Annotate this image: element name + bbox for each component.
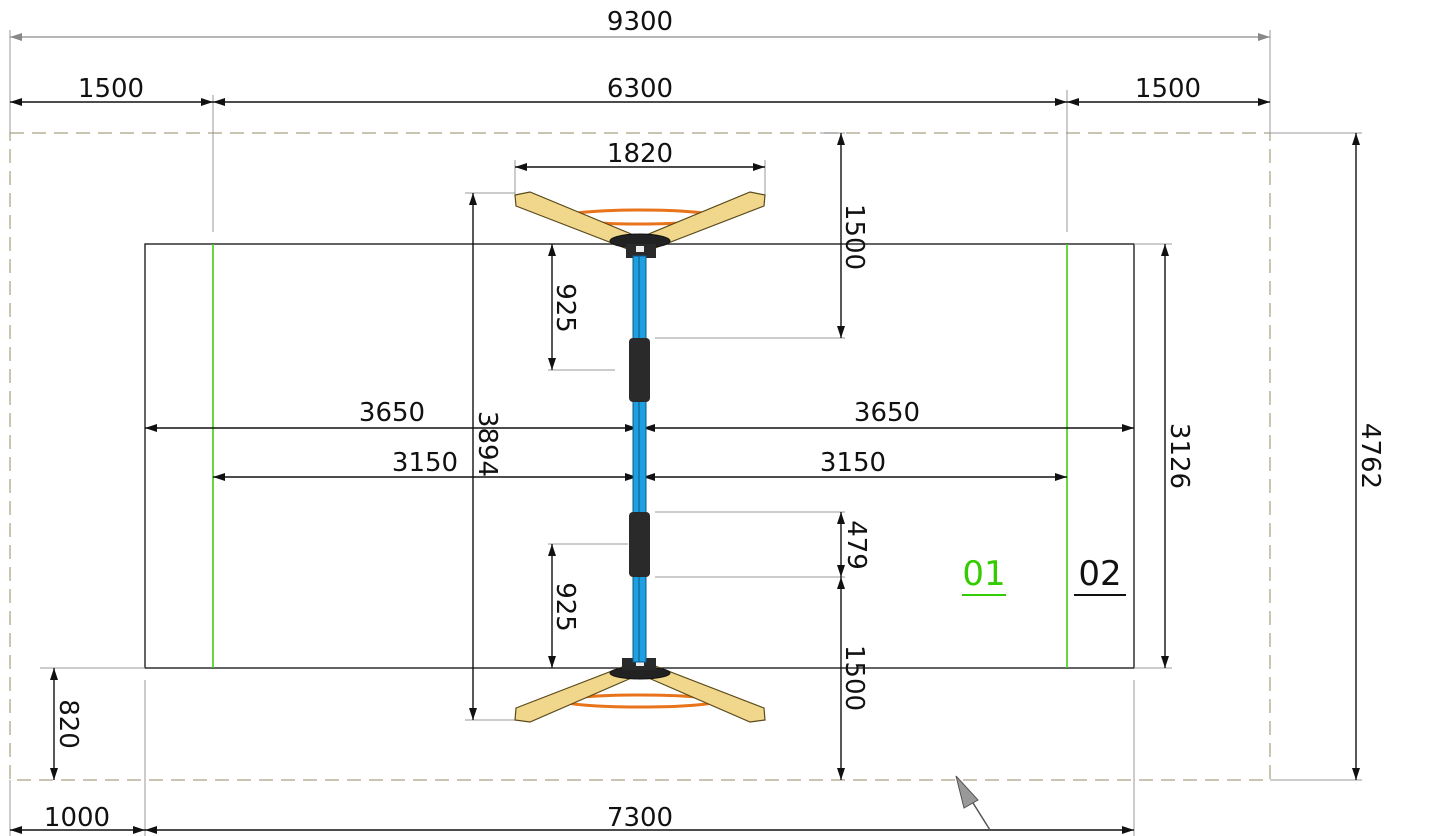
dim-post-spacing-bottom: 925	[550, 582, 580, 632]
net-post	[629, 255, 650, 663]
dim-court-height: 3126	[1164, 423, 1194, 489]
dim-base-span: 1820	[607, 139, 673, 169]
top-base-frame	[514, 191, 766, 258]
zone-label-02: 02	[1078, 554, 1121, 594]
dashed-boundary	[9, 132, 1271, 781]
direction-arrow	[955, 775, 991, 831]
dim-overall-height: 4762	[1355, 423, 1385, 489]
dim-half-court-left: 3650	[359, 398, 425, 428]
extension-lines	[9, 30, 1362, 836]
dim-bottom-left-margin: 1000	[44, 803, 110, 833]
zone-label-01: 01	[962, 554, 1005, 594]
dim-post-spacing-top: 925	[550, 283, 580, 333]
dim-court-width: 7300	[607, 803, 673, 833]
dim-bottom-offset: 820	[53, 699, 83, 749]
net-clamp-upper	[629, 338, 650, 402]
dim-top-clearance: 1500	[839, 204, 869, 270]
dim-bottom-clearance: 1500	[839, 645, 869, 711]
dim-right-margin: 1500	[1135, 74, 1201, 104]
dim-half-court-right: 3650	[854, 398, 920, 428]
dim-total-depth: 3894	[472, 411, 502, 477]
net-clamp-lower	[629, 512, 650, 577]
dim-overall-width: 9300	[607, 7, 673, 37]
dim-inner-half-right: 3150	[820, 448, 886, 478]
dim-inner-half-left: 3150	[392, 448, 458, 478]
dim-post-gap: 479	[841, 520, 871, 570]
dim-left-margin: 1500	[78, 74, 144, 104]
bottom-base-frame	[514, 658, 766, 723]
vertical-dimensions	[50, 133, 1360, 780]
dim-inner-width: 6300	[607, 74, 673, 104]
horizontal-dimensions	[10, 33, 1270, 834]
